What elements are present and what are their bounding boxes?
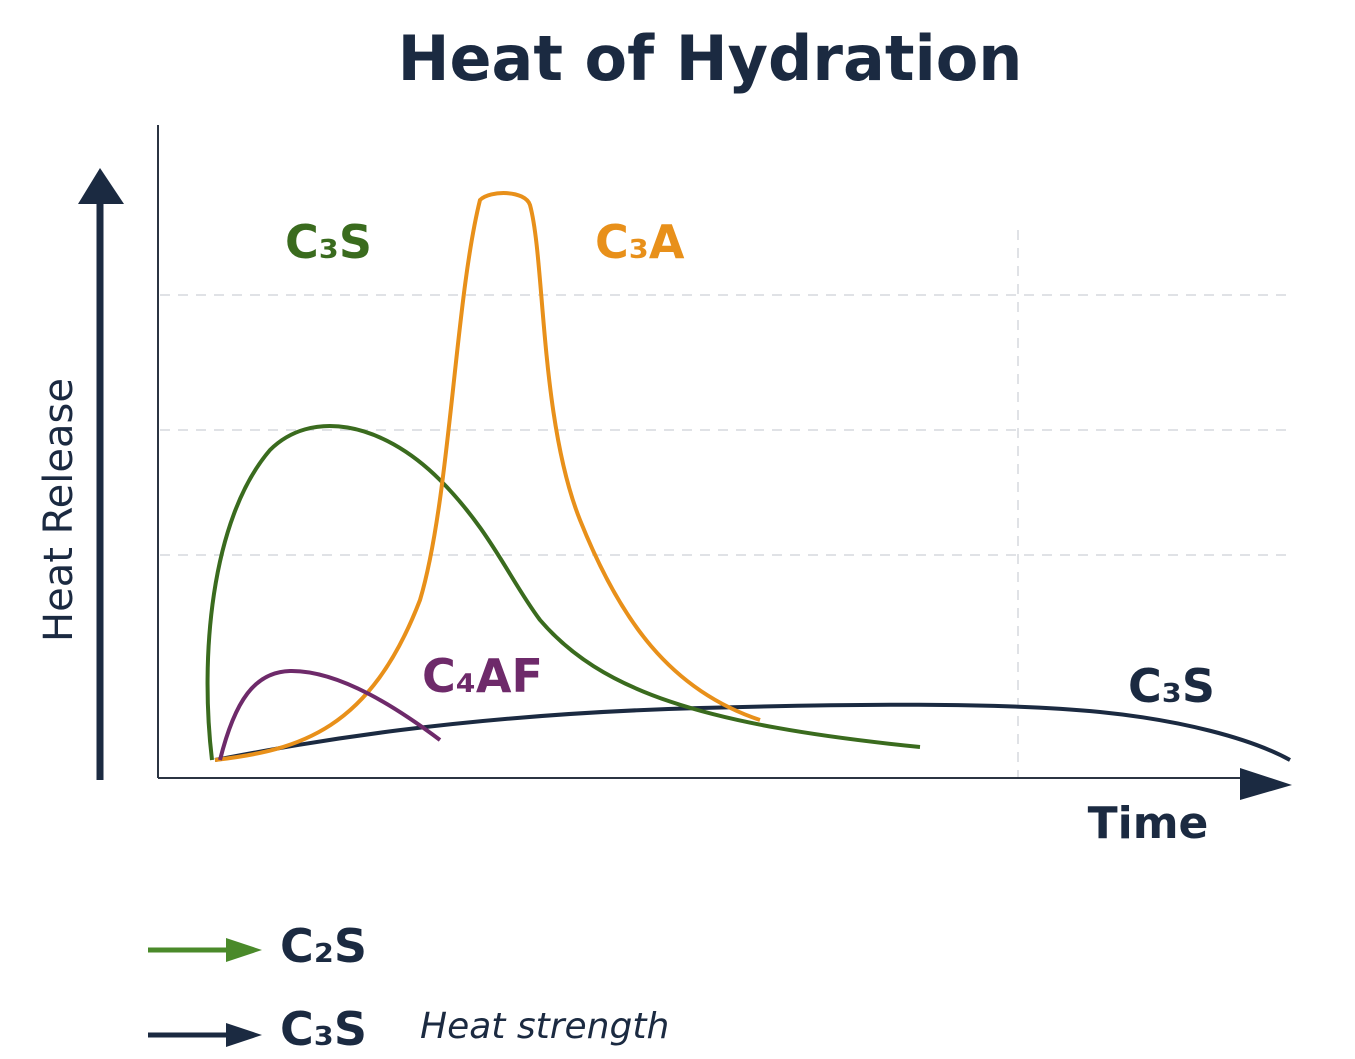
curve-green bbox=[205, 424, 921, 761]
curve-orange bbox=[214, 191, 761, 762]
x-arrow-head bbox=[1240, 768, 1292, 800]
curve-label: C₃A bbox=[595, 215, 685, 269]
curve-label: C₄AF bbox=[422, 649, 543, 703]
legend-label: C₂S bbox=[280, 919, 367, 973]
title: Heat of Hydration bbox=[398, 22, 1023, 95]
curve-label: C₃S bbox=[285, 215, 372, 269]
y-axis-label: Heat Release bbox=[36, 378, 82, 642]
x-axis-label: Time bbox=[1088, 798, 1209, 849]
curve-dark bbox=[214, 702, 1291, 762]
legend-arrow-head bbox=[226, 1023, 262, 1047]
grid bbox=[160, 230, 1290, 778]
legend-label: C₃S bbox=[280, 1002, 367, 1056]
legend-note: Heat strength bbox=[420, 1006, 669, 1047]
curve-label: C₃S bbox=[1128, 659, 1215, 713]
curve-purple bbox=[218, 668, 442, 761]
legend-arrow-head bbox=[226, 938, 262, 962]
y-arrow-head bbox=[78, 168, 124, 204]
